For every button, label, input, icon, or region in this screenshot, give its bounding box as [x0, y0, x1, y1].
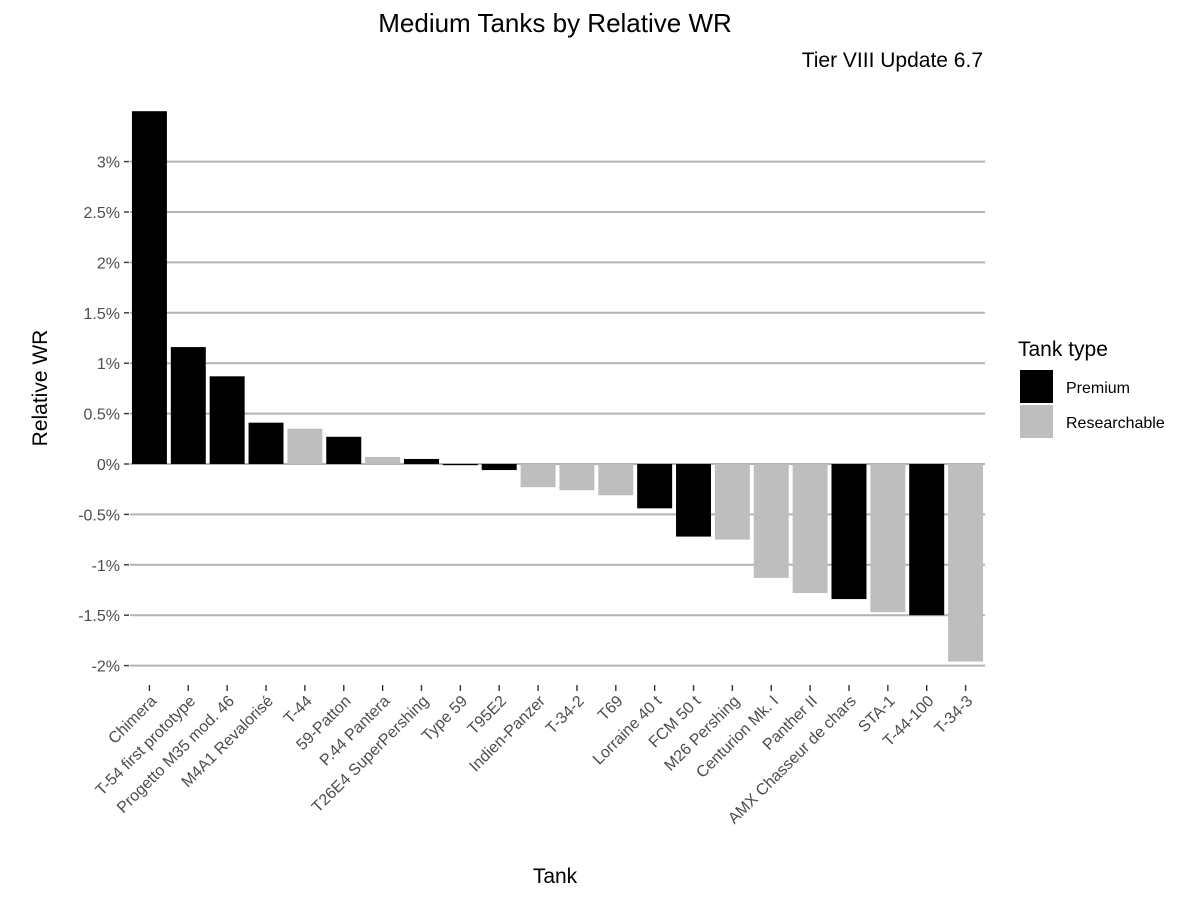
- bar: [753, 464, 789, 578]
- bar: [248, 422, 284, 464]
- bar: [870, 464, 906, 613]
- bar: [637, 464, 673, 509]
- y-tick-label: -1%: [92, 558, 120, 575]
- bar: [909, 464, 945, 616]
- bar: [559, 464, 595, 491]
- y-axis: 3% 2.5% 2% 1.5% 1% 0.5% 0% -0.5% -1% -1.5% -2%: [78, 155, 129, 676]
- bar: [326, 436, 362, 464]
- bars: [131, 111, 984, 662]
- y-axis-title: Relative WR: [29, 330, 52, 447]
- y-tick-label: 1%: [97, 356, 120, 373]
- legend-key: [1020, 370, 1053, 403]
- chart-title: Medium Tanks by Relative WR: [378, 8, 732, 38]
- legend-label: Researchable: [1066, 415, 1165, 432]
- y-tick-label: -2%: [92, 659, 120, 676]
- bar: [676, 464, 712, 537]
- bar: [209, 376, 245, 464]
- y-tick-label: 3%: [97, 155, 120, 172]
- legend-key: [1020, 405, 1053, 438]
- bar: [365, 456, 401, 464]
- bar: [948, 464, 984, 662]
- bar: [287, 428, 323, 464]
- bar: [520, 464, 556, 488]
- bar: [442, 464, 478, 466]
- bar: [598, 464, 634, 496]
- bar: [831, 464, 867, 600]
- y-tick-label: 2%: [97, 255, 120, 272]
- y-tick-label: 0%: [97, 457, 120, 474]
- bar: [131, 111, 167, 464]
- x-tick-label: T-44: [281, 693, 316, 728]
- y-tick-label: -0.5%: [78, 507, 120, 524]
- legend-title: Tank type: [1018, 338, 1108, 361]
- bar: [403, 458, 439, 464]
- chart-subtitle: Tier VIII Update 6.7: [802, 49, 983, 72]
- y-tick-label: -1.5%: [78, 608, 120, 625]
- y-tick-label: 1.5%: [84, 306, 120, 323]
- bar: [481, 464, 517, 471]
- legend-label: Premium: [1066, 380, 1130, 397]
- bar: [714, 464, 750, 540]
- bar: [170, 347, 206, 464]
- x-tick-label: T-34-3: [932, 693, 977, 738]
- x-axis-title: Tank: [533, 865, 578, 888]
- x-tick-label: T69: [595, 693, 627, 725]
- x-tick-label: T-34-2: [543, 693, 588, 738]
- y-tick-label: 0.5%: [84, 407, 120, 424]
- legend: Tank type Premium Researchable: [1018, 338, 1165, 438]
- bar: [792, 464, 828, 594]
- y-tick-label: 2.5%: [84, 205, 120, 222]
